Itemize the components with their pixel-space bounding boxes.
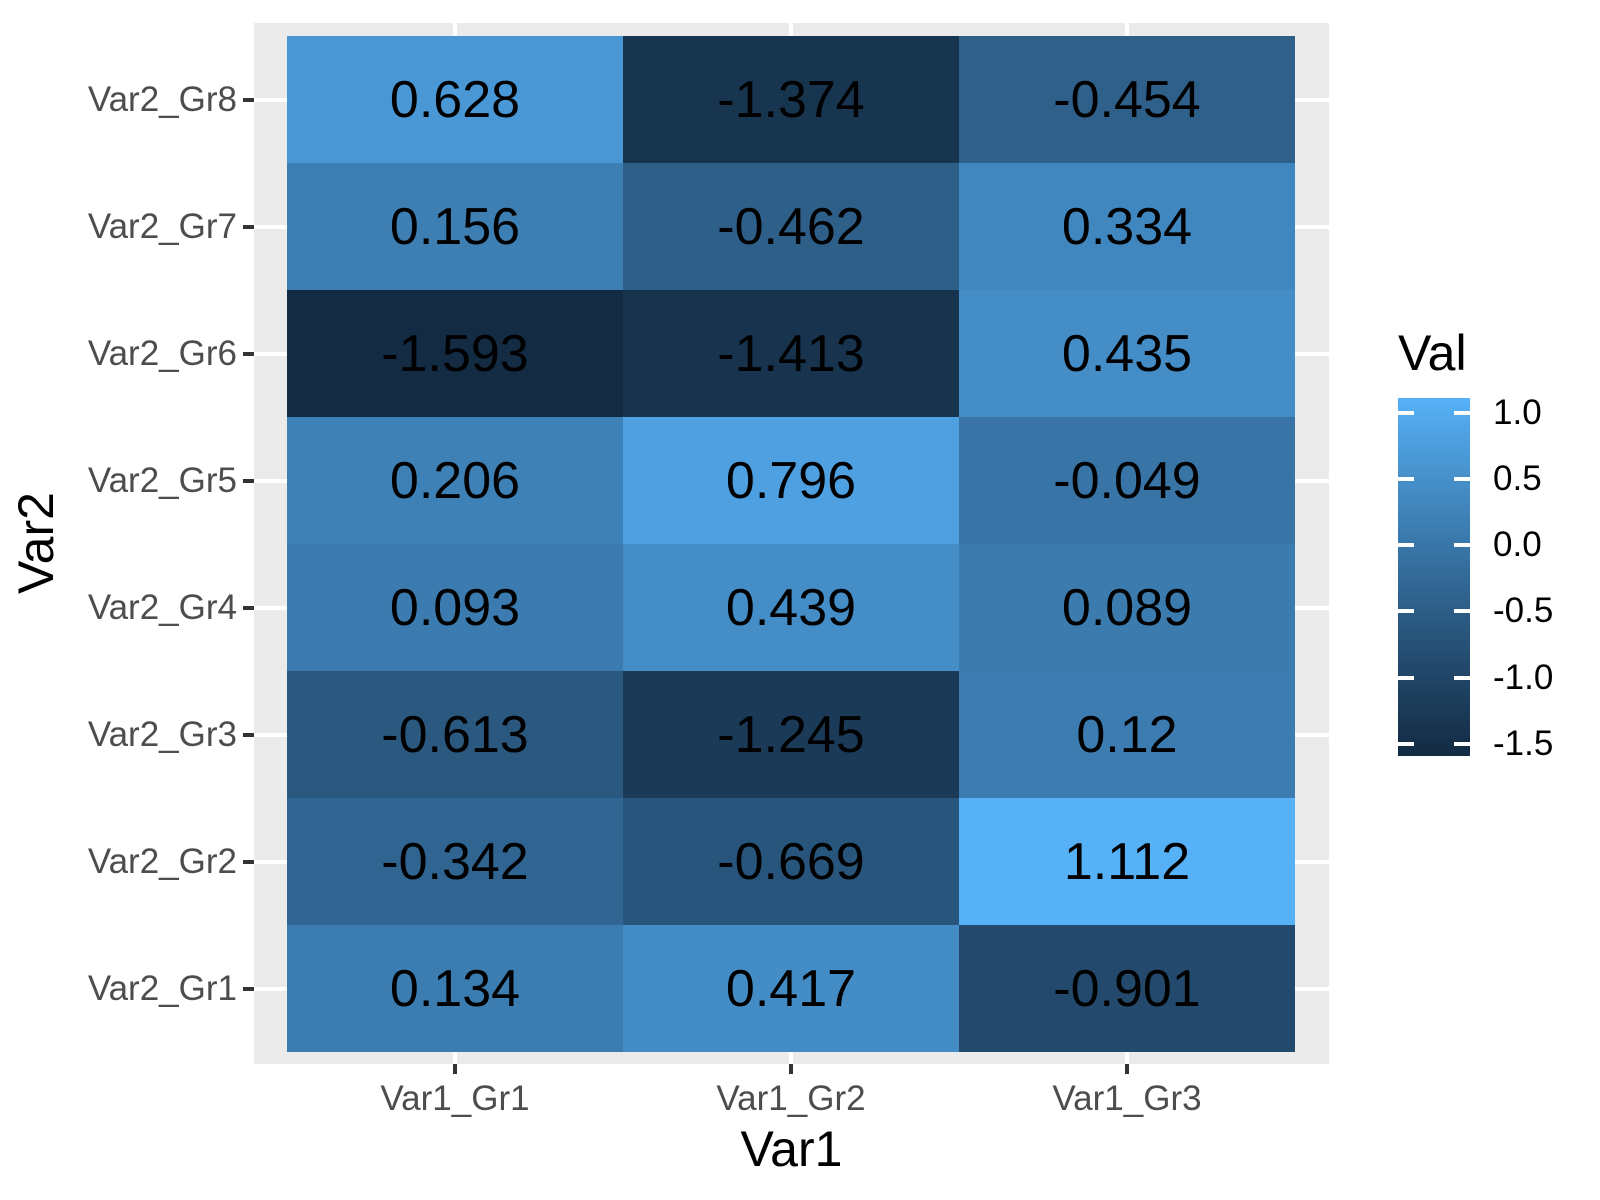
y-axis-tick-label: Var2_Gr7 — [87, 206, 237, 246]
y-axis-tick-label: Var2_Gr6 — [87, 333, 237, 373]
heatmap-cell-label: -1.413 — [717, 324, 865, 383]
heatmap-cell-label: -0.462 — [717, 197, 865, 256]
heatmap-cell-label: -0.454 — [1053, 70, 1201, 129]
heatmap-cell: 0.439 — [623, 544, 959, 671]
y-tick-mark — [243, 859, 254, 864]
heatmap-cell-label: 0.206 — [389, 451, 521, 510]
legend: Val 1.0 0.5 0.0 -0.5 -1.0 -1.5 — [1398, 328, 1600, 788]
legend-gradient-bar — [1398, 398, 1470, 756]
heatmap-cell: -1.413 — [623, 290, 959, 417]
heatmap-cell: 0.134 — [287, 925, 623, 1052]
legend-tick-mark — [1454, 609, 1470, 614]
heatmap-cell-label: 0.628 — [389, 70, 521, 129]
legend-tick-mark — [1454, 741, 1470, 746]
legend-tick-label: 0.5 — [1493, 458, 1542, 498]
heatmap-cell: -1.245 — [623, 671, 959, 798]
heatmap-cell: 0.417 — [623, 925, 959, 1052]
x-axis-tick-label: Var1_Gr2 — [716, 1079, 866, 1118]
heatmap-cell: 0.435 — [959, 290, 1295, 417]
legend-tick-mark — [1398, 609, 1414, 614]
heatmap-cell: 0.089 — [959, 544, 1295, 671]
legend-tick-mark — [1454, 543, 1470, 548]
legend-title: Val — [1398, 325, 1467, 381]
x-tick-mark — [453, 1064, 457, 1074]
legend-tick-mark — [1398, 675, 1414, 680]
heatmap-cell-label: 0.093 — [389, 578, 521, 637]
heatmap-cell: -0.454 — [959, 36, 1295, 163]
y-axis-title: Var2 — [8, 492, 64, 594]
y-tick-mark — [243, 986, 254, 991]
heatmap-cell: -0.462 — [623, 163, 959, 290]
legend-tick-label: -1.5 — [1493, 723, 1554, 763]
heatmap-cell: 0.628 — [287, 36, 623, 163]
heatmap-cell: 0.12 — [959, 671, 1295, 798]
heatmap-cell-label: 0.089 — [1061, 578, 1193, 637]
y-axis-tick-label: Var2_Gr1 — [87, 968, 237, 1008]
heatmap-cell: -0.342 — [287, 798, 623, 925]
heatmap-cell: -1.374 — [623, 36, 959, 163]
heatmap-cell-label: 0.156 — [389, 197, 521, 256]
heatmap-cell-label: 0.334 — [1061, 197, 1193, 256]
heatmap-cell-label: -0.342 — [381, 832, 529, 891]
heatmap-cell: 1.112 — [959, 798, 1295, 925]
heatmap-cell-label: 0.12 — [1076, 705, 1178, 764]
y-tick-mark — [243, 478, 254, 483]
legend-tick-mark — [1398, 476, 1414, 481]
heatmap-cell-label: -0.049 — [1053, 451, 1201, 510]
y-axis-tick-label: Var2_Gr5 — [87, 460, 237, 500]
heatmap-cell: -1.593 — [287, 290, 623, 417]
heatmap-cell-label: -1.593 — [381, 324, 529, 383]
plot-panel: 0.628 -1.374 -0.454 0.156 -0.462 0.334 -1.593 -… — [254, 23, 1329, 1064]
y-tick-mark — [243, 97, 254, 102]
x-tick-mark — [789, 1064, 793, 1074]
legend-tick-label: 1.0 — [1493, 392, 1542, 432]
x-tick-mark — [1125, 1064, 1129, 1074]
heatmap-cell: 0.206 — [287, 417, 623, 544]
heatmap-cell-label: 0.134 — [389, 959, 521, 1018]
heatmap-cell: 0.334 — [959, 163, 1295, 290]
x-axis-tick-label: Var1_Gr3 — [1052, 1079, 1202, 1118]
legend-tick-mark — [1454, 476, 1470, 481]
legend-tick-mark — [1454, 675, 1470, 680]
heatmap-cell: 0.156 — [287, 163, 623, 290]
y-axis-tick-label: Var2_Gr2 — [87, 841, 237, 881]
legend-tick-mark — [1454, 410, 1470, 415]
y-tick-mark — [243, 732, 254, 737]
legend-tick-mark — [1398, 410, 1414, 415]
heatmap-cell: -0.669 — [623, 798, 959, 925]
heatmap-cell-label: -1.374 — [717, 70, 865, 129]
heatmap-cell-label: 0.439 — [725, 578, 857, 637]
x-axis-tick-label: Var1_Gr1 — [380, 1079, 530, 1118]
heatmap-cell-label: 0.796 — [725, 451, 857, 510]
y-axis-tick-label: Var2_Gr8 — [87, 79, 237, 119]
legend-tick-mark — [1398, 543, 1414, 548]
legend-tick-mark — [1398, 741, 1414, 746]
heatmap-cell: -0.613 — [287, 671, 623, 798]
heatmap-cell: -0.049 — [959, 417, 1295, 544]
heatmap-cell: -0.901 — [959, 925, 1295, 1052]
heatmap-cell-label: -0.669 — [717, 832, 865, 891]
y-tick-mark — [243, 351, 254, 356]
y-axis-tick-label: Var2_Gr3 — [87, 714, 237, 754]
heatmap-cell-label: 1.112 — [1063, 832, 1191, 891]
y-tick-mark — [243, 605, 254, 610]
y-axis-tick-label: Var2_Gr4 — [87, 587, 237, 627]
heatmap-cell: 0.093 — [287, 544, 623, 671]
legend-tick-label: 0.0 — [1493, 525, 1542, 565]
heatmap-cell-label: 0.435 — [1061, 324, 1193, 383]
heatmap-cell-label: -0.613 — [381, 705, 529, 764]
legend-tick-label: -0.5 — [1493, 591, 1554, 631]
y-tick-mark — [243, 224, 254, 229]
heatmap-cell-label: 0.417 — [725, 959, 857, 1018]
heatmap-cell-label: -0.901 — [1053, 959, 1201, 1018]
x-axis-title: Var1 — [740, 1121, 843, 1177]
legend-tick-label: -1.0 — [1493, 657, 1554, 697]
heatmap-cell-label: -1.245 — [717, 705, 865, 764]
heatmap-cell: 0.796 — [623, 417, 959, 544]
